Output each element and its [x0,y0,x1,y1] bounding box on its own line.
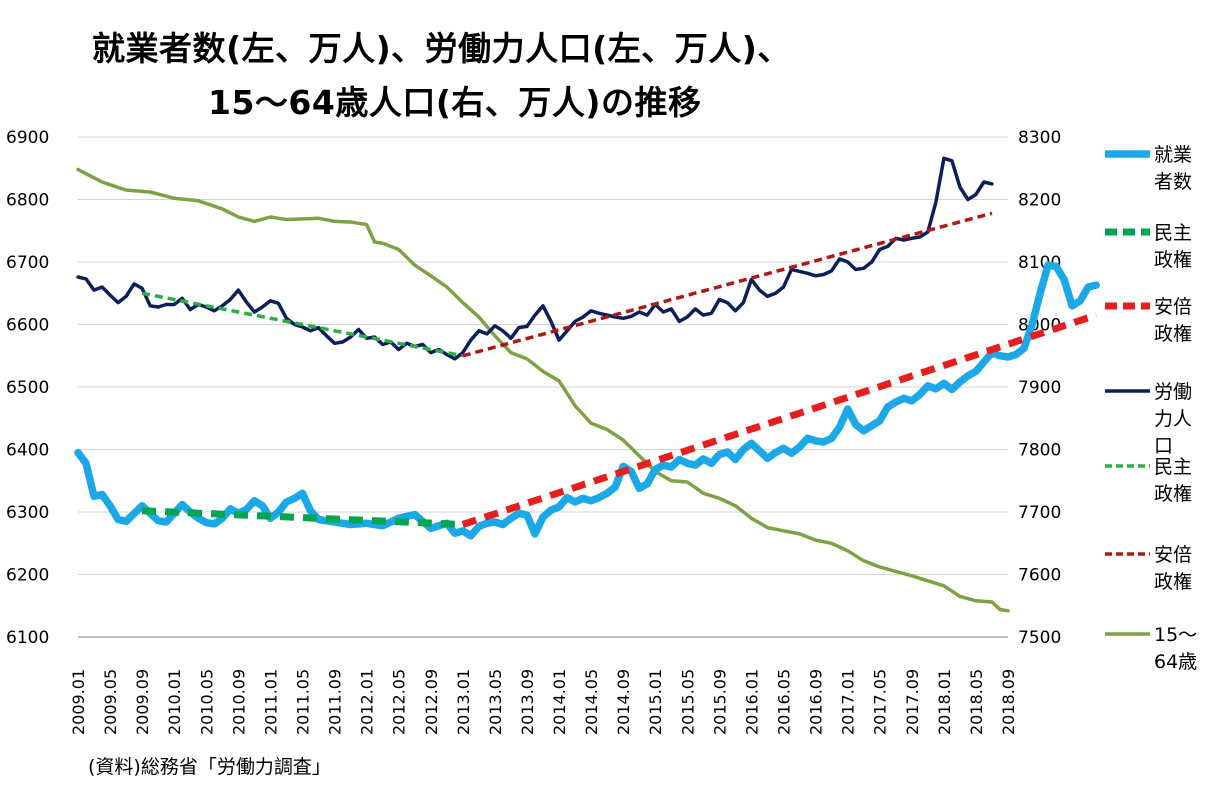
y-right-tick: 8300 [1018,128,1061,148]
x-tick: 2013.01 [454,669,473,735]
y-left-tick: 6900 [6,128,49,148]
x-tick: 2015.01 [646,669,665,735]
legend-label: 15〜 [1154,624,1197,646]
x-tick: 2014.09 [614,669,633,735]
x-tick: 2017.09 [903,669,922,735]
legend-label: 政権 [1154,571,1192,593]
series-line [141,507,463,528]
x-tick: 2015.09 [710,669,729,735]
x-tick: 2017.01 [839,669,858,735]
series-line [141,291,464,358]
y-right-tick: 7800 [1018,441,1061,461]
series-lines [74,156,1100,613]
x-tick: 2016.01 [742,669,761,735]
x-tick: 2014.01 [550,669,569,735]
y-right-tick: 8200 [1018,191,1061,211]
series-line [76,156,994,361]
y-right-tick: 7500 [1018,628,1061,648]
chart-title-line1: 就業者数(左、万人)、労働力人口(左、万人)、 [92,29,791,68]
legend-label: 政権 [1154,323,1192,345]
legend-label: 安倍 [1154,544,1192,566]
legend-label: 政権 [1154,483,1192,505]
chart-title-line2: 15〜64歳人口(右、万人)の推移 [208,83,702,122]
series-line [74,261,1100,540]
x-tick: 2013.05 [486,669,505,735]
y-left-tick: 6200 [6,566,49,586]
legend-label: 就業 [1154,144,1192,166]
legend-label: 安倍 [1154,296,1192,318]
legend-label: 政権 [1154,249,1192,271]
y-left-tick: 6400 [6,441,49,461]
legend-label: 民主 [1154,456,1192,478]
x-tick: 2017.05 [871,669,890,735]
series-line [76,167,1010,613]
x-tick: 2016.05 [775,669,794,735]
x-tick: 2014.05 [582,669,601,735]
x-tick: 2018.09 [999,669,1018,735]
gridlines [78,136,1008,575]
x-tick: 2012.01 [358,669,377,735]
y-left-tick: 6600 [6,316,49,336]
x-tick: 2012.09 [422,669,441,735]
x-tick: 2009.05 [101,669,120,735]
x-tick: 2010.05 [197,669,216,735]
y-left-tick: 6500 [6,378,49,398]
legend-label: 口 [1154,435,1173,457]
legend-label: 64歳 [1154,651,1197,673]
series-line [462,211,993,358]
y-right-tick: 7900 [1018,378,1061,398]
y-left-tick: 6700 [6,253,49,273]
y-left-tick: 6300 [6,503,49,523]
x-tick: 2012.05 [390,669,409,735]
x-tick: 2015.05 [678,669,697,735]
x-tick: 2010.09 [229,669,248,735]
series-line [461,311,1098,528]
x-tick-labels: 2009.01 2009.05 2009.09 2010.01 2010.05 2010.… [69,669,1018,735]
legend-label: 者数 [1154,171,1192,193]
x-tick: 2009.09 [133,669,152,735]
x-tick: 2011.05 [293,669,312,735]
y-right-tick: 7700 [1018,503,1061,523]
x-tick: 2018.01 [935,669,954,735]
legend-label: 労働 [1154,381,1192,403]
y-left-tick: 6800 [6,191,49,211]
x-tick: 2011.01 [261,669,280,735]
x-tick: 2018.05 [967,669,986,735]
legend-label: 民主 [1154,222,1192,244]
y-right-tick: 7600 [1018,566,1061,586]
x-tick: 2016.09 [807,669,826,735]
source-note: (資料)総務省「労働力調査」 [88,756,331,778]
y-left-tick: 6100 [6,628,49,648]
x-tick: 2009.01 [69,669,88,735]
x-tick: 2013.09 [518,669,537,735]
x-tick: 2011.09 [326,669,345,735]
x-tick: 2010.01 [165,669,184,735]
y-left-tick-labels: 6100 6200 6300 6400 6500 6600 6700 6800 6900 [6,128,49,648]
legend-label: 力人 [1154,408,1192,430]
